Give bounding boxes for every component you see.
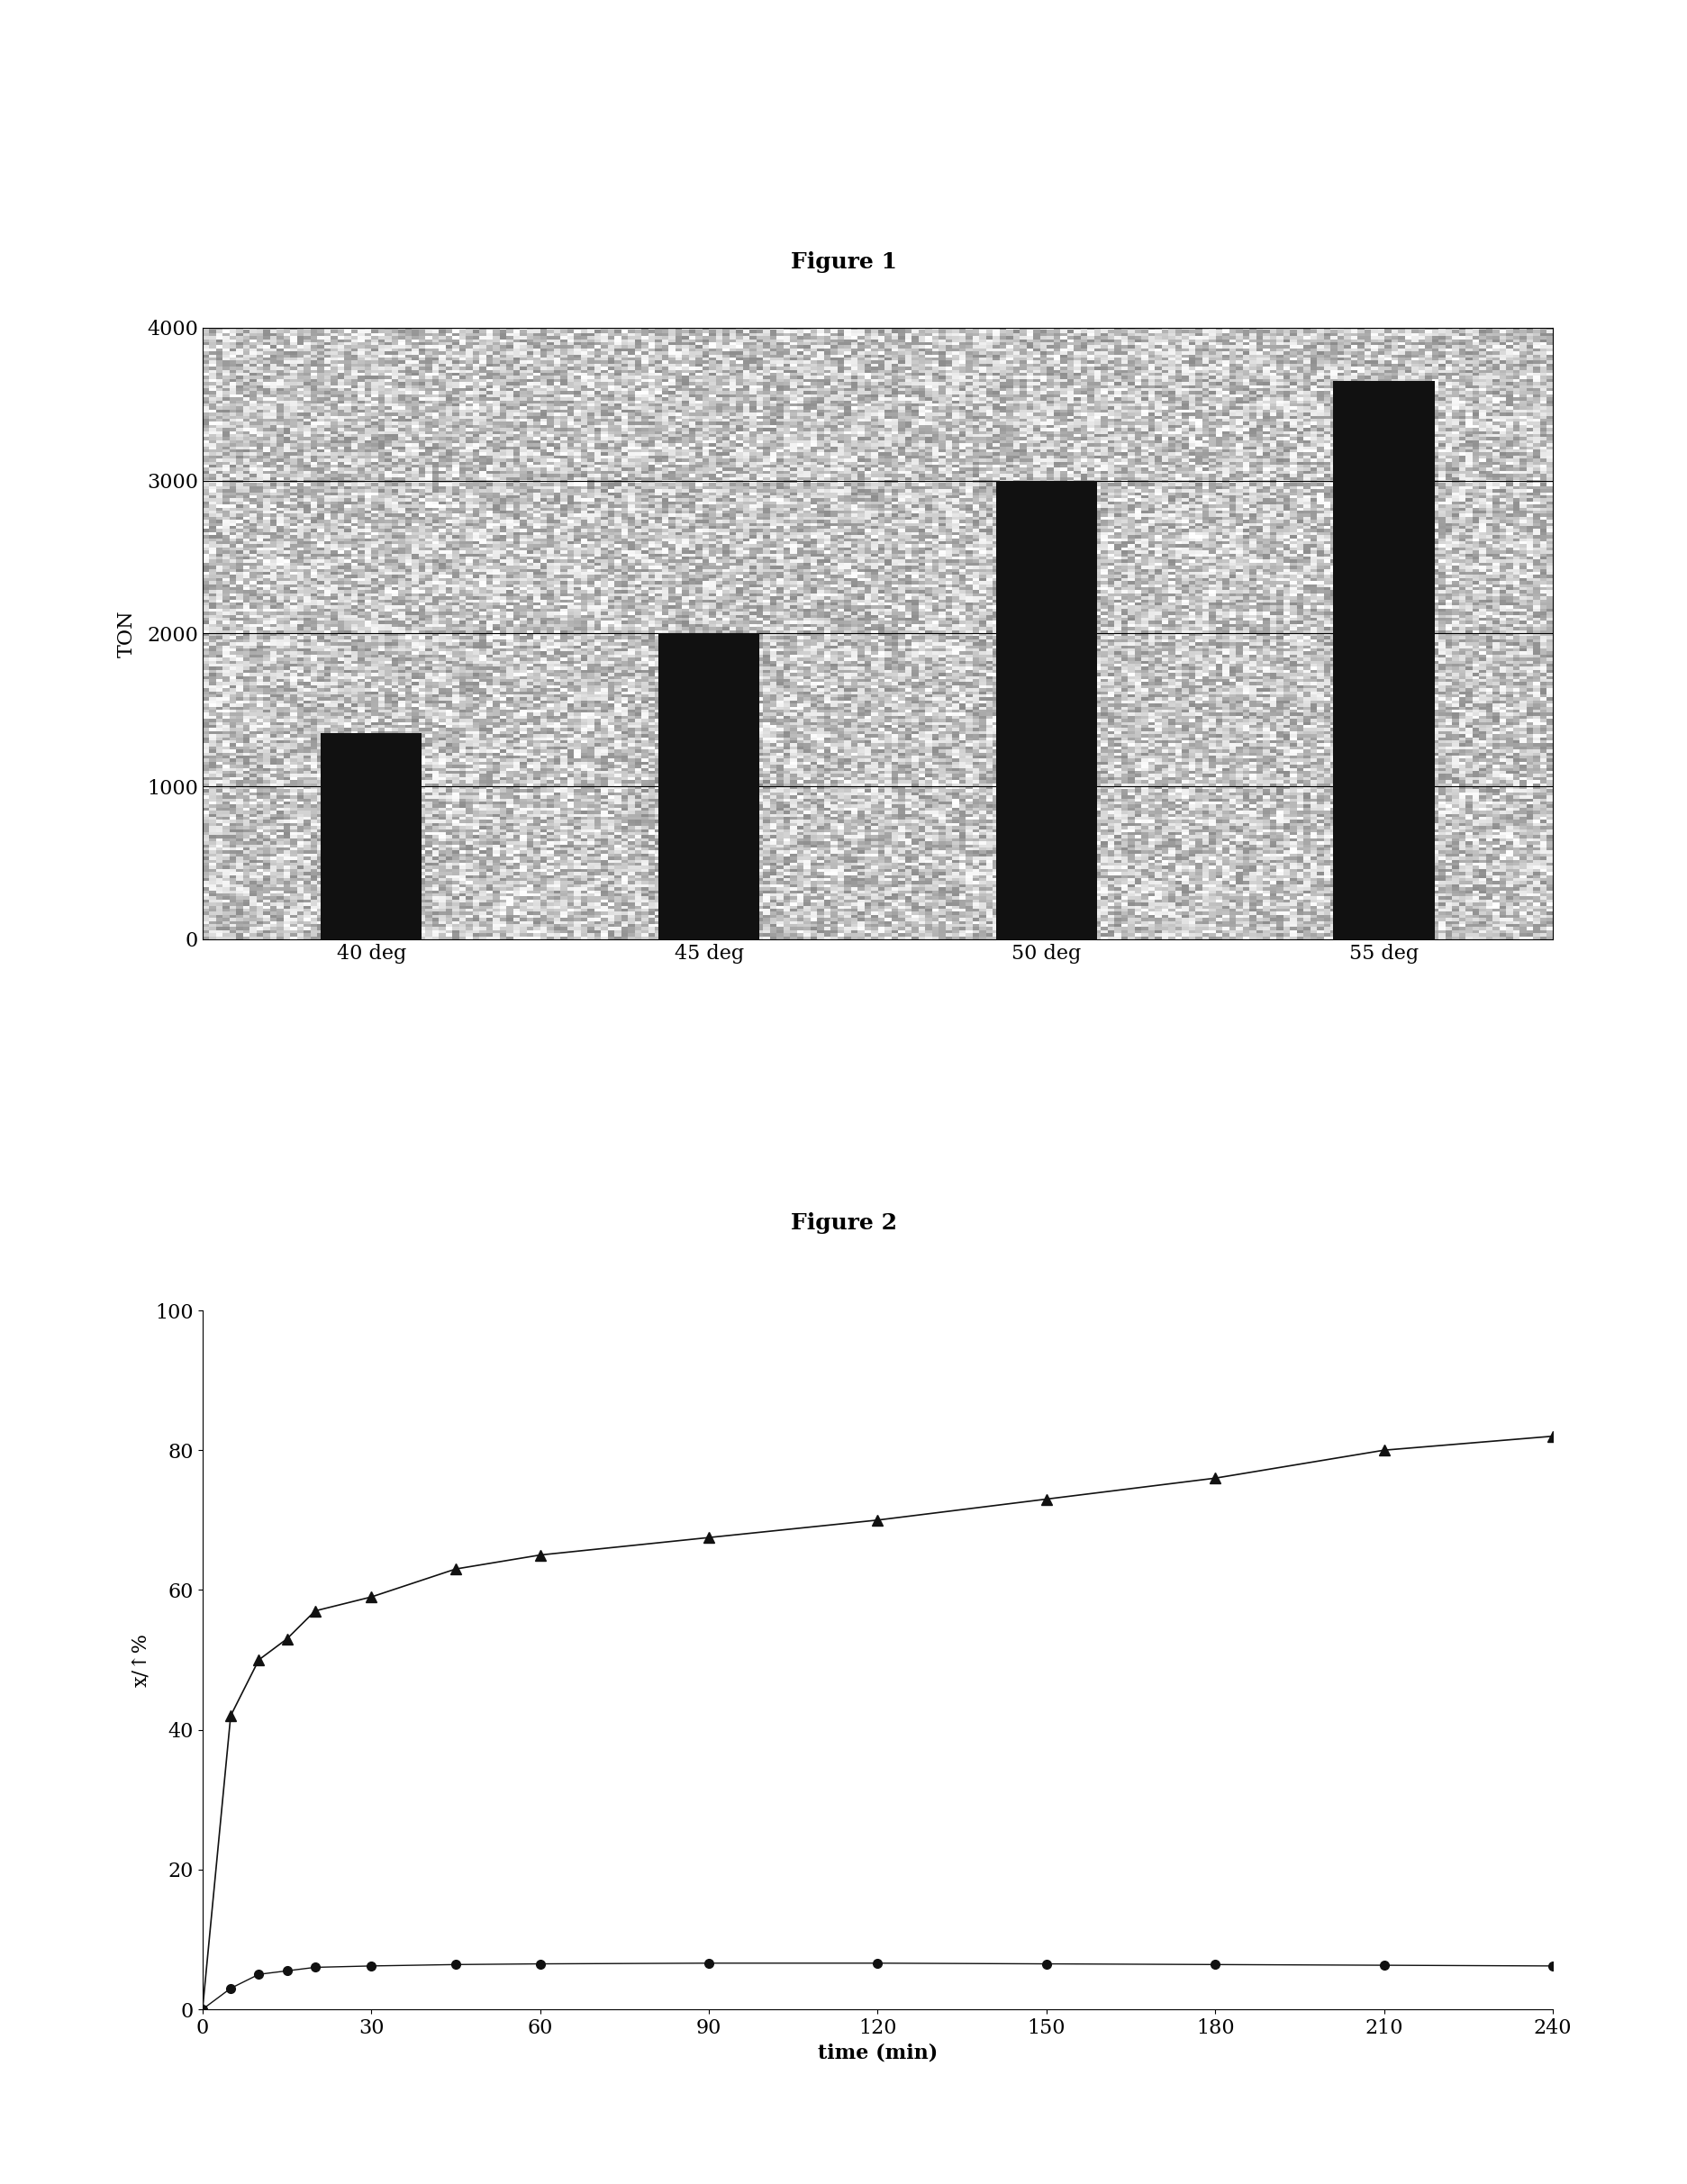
Bar [658, 633, 759, 939]
Y-axis label: TON: TON [116, 609, 137, 657]
Bar [995, 480, 1097, 939]
X-axis label: time (min): time (min) [817, 2042, 938, 2062]
Text: Figure 2: Figure 2 [791, 1212, 896, 1234]
Text: Figure 1: Figure 1 [791, 251, 896, 273]
Bar [321, 734, 422, 939]
Bar [1333, 380, 1434, 939]
Y-axis label: x/↑%: x/↑% [130, 1634, 150, 1686]
